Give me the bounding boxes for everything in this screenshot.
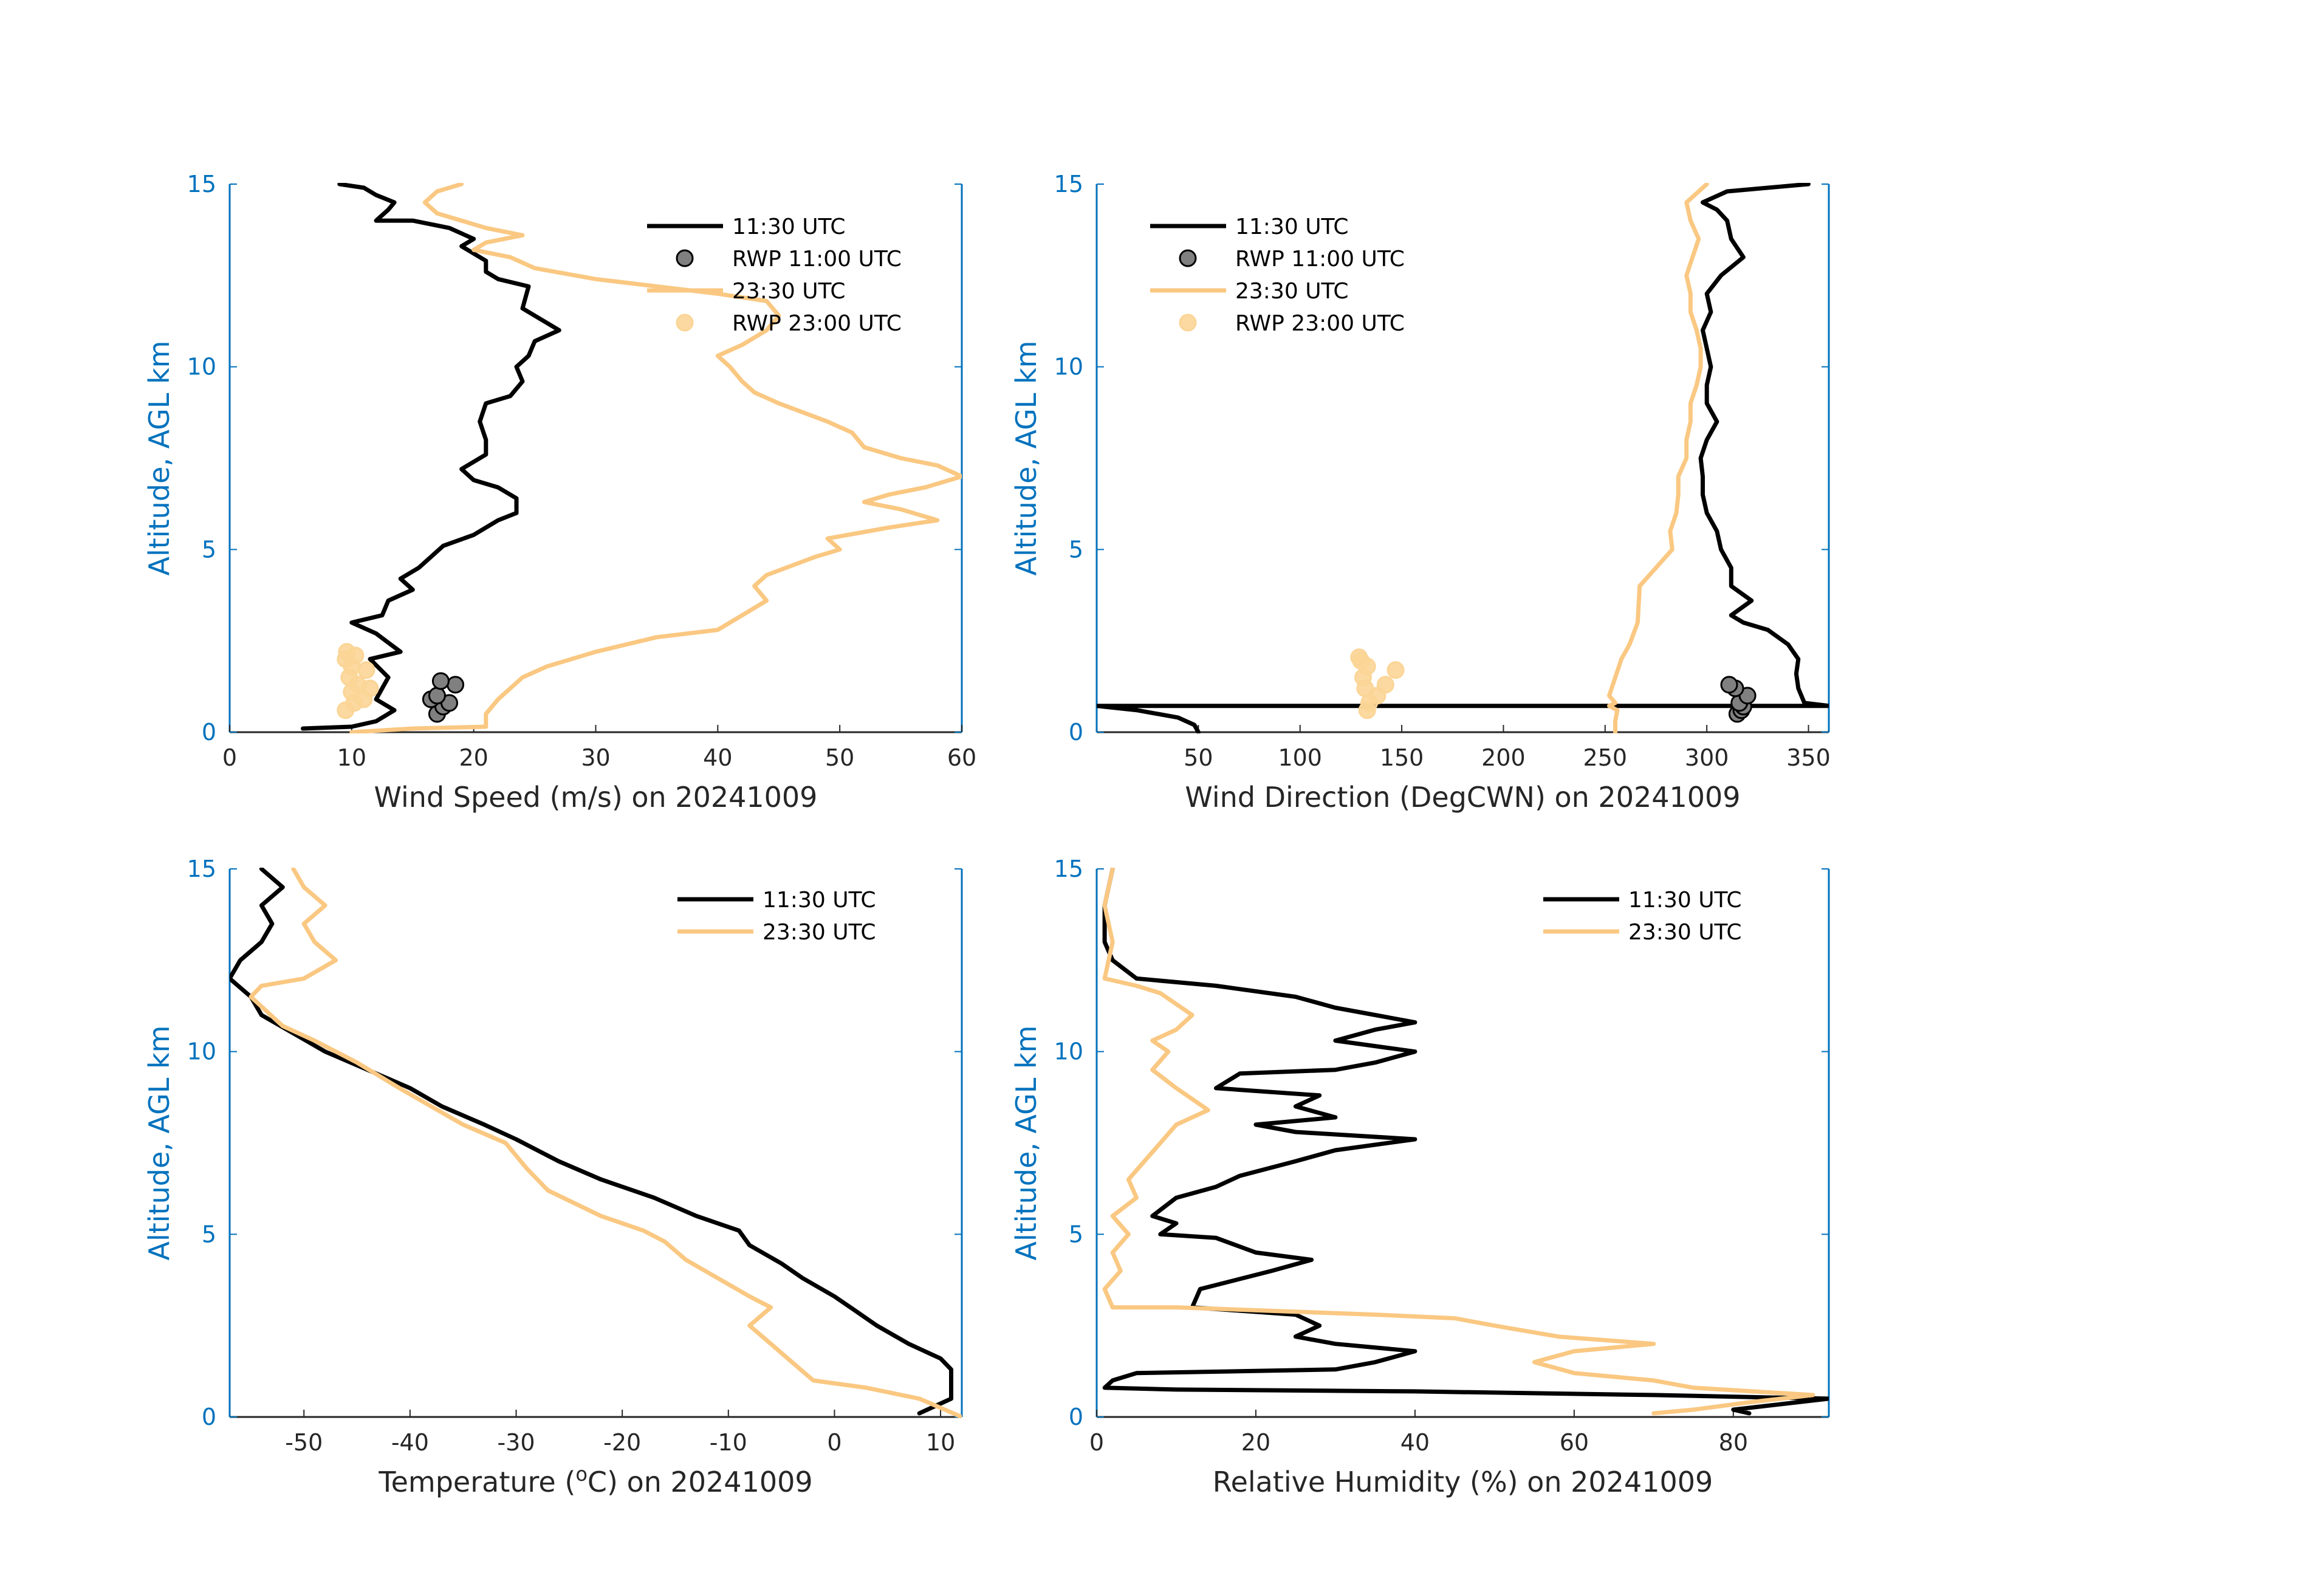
- x-tick-label: 80: [1719, 1429, 1748, 1456]
- x-tick-label: 200: [1481, 744, 1526, 771]
- x-tick-label: 60: [947, 744, 976, 771]
- series-line-11-30-utc: [1097, 183, 1829, 733]
- legend: 11:30 UTC 23:30 UTC: [1543, 888, 1742, 945]
- legend: 11:30 UTC RWP 11:00 UTC 23:30 UTC RWP 23:00…: [647, 214, 902, 336]
- x-tick-label: -10: [710, 1429, 747, 1456]
- series-line-11-30-utc: [1102, 868, 1829, 1416]
- x-tick-label: 350: [1786, 744, 1831, 771]
- y-tick-label: 5: [1069, 536, 1083, 563]
- plot-area: [1097, 183, 1829, 733]
- scatter-point-rwp-11-00-utc: [1720, 676, 1738, 694]
- y-tick-label: 15: [187, 856, 216, 882]
- x-tick-label: 50: [825, 744, 854, 771]
- y-axis-label: Altitude, AGL km: [143, 340, 176, 575]
- legend-entry: RWP 23:00 UTC: [1235, 311, 1405, 336]
- legend-swatch-marker: [676, 314, 694, 332]
- legend-swatch-marker: [1179, 249, 1197, 267]
- y-tick-label: 10: [1054, 1038, 1083, 1065]
- legend-entry: 11:30 UTC: [732, 214, 846, 239]
- y-tick-label: 0: [1069, 719, 1083, 746]
- legend-swatch-marker: [1179, 314, 1197, 332]
- y-tick-label: 5: [202, 536, 216, 563]
- panel-relative_humidity: 0 20 40 60 80 0 5 10 15 Relative Humidity (%) on …: [1010, 856, 1830, 1498]
- x-tick-label: 50: [1184, 744, 1213, 771]
- x-tick-label: -20: [603, 1429, 641, 1456]
- panel-wind_speed: 0 10 20 30 40 50 60 0 5 10 15 Wind Speed (m/s) on 2…: [143, 171, 976, 814]
- y-tick-label: 0: [202, 1404, 216, 1430]
- series-line-11-30-utc: [301, 183, 561, 731]
- series-line-23-30-utc: [1102, 868, 1815, 1416]
- x-tick-label: 40: [703, 744, 732, 771]
- legend: 11:30 UTC 23:30 UTC: [677, 888, 876, 945]
- legend-entry: 23:30 UTC: [763, 920, 876, 945]
- y-axis-label: Altitude, AGL km: [143, 1025, 176, 1260]
- x-tick-label: 60: [1560, 1429, 1589, 1456]
- series-line-23-30-utc: [249, 868, 962, 1418]
- x-axis-label: Wind Speed (m/s) on 20241009: [374, 781, 818, 814]
- y-axis-label: Altitude, AGL km: [1010, 340, 1043, 575]
- legend-entry: RWP 11:00 UTC: [732, 247, 902, 272]
- plot-area: [1102, 868, 1829, 1416]
- scatter-point-rwp-23-00-utc: [1387, 661, 1405, 679]
- legend-swatch-marker: [676, 249, 694, 267]
- y-tick-label: 5: [1069, 1221, 1083, 1247]
- panel-wind_direction: 50 100 150 200 250 300 350 0 5 10 15 Wind Direction…: [1010, 171, 1831, 814]
- panel-temperature: -50 -40 -30 -20 -10 0 10 0 5 10 15 Temperature (oC)…: [143, 856, 963, 1498]
- y-tick-label: 10: [1054, 354, 1083, 380]
- y-tick-label: 0: [202, 719, 216, 746]
- x-tick-label: 0: [827, 1429, 842, 1456]
- x-tick-label: -30: [497, 1429, 535, 1456]
- legend-entry: 11:30 UTC: [763, 888, 876, 913]
- scatter-point-rwp-23-00-utc: [1350, 648, 1368, 667]
- scatter-point-rwp-11-00-utc: [447, 676, 465, 694]
- plot-area: [301, 183, 962, 733]
- x-tick-label: 10: [926, 1429, 955, 1456]
- series-line-23-30-utc: [1607, 183, 1709, 733]
- y-tick-label: 0: [1069, 1404, 1083, 1430]
- series-line-23-30-utc: [349, 183, 962, 733]
- x-tick-label: 250: [1583, 744, 1628, 771]
- x-tick-label: 150: [1380, 744, 1424, 771]
- legend-entry: 11:30 UTC: [1628, 888, 1742, 913]
- scatter-point-rwp-23-00-utc: [1376, 676, 1394, 694]
- series-line-11-30-utc: [230, 868, 953, 1416]
- x-axis-label: Relative Humidity (%) on 20241009: [1213, 1466, 1713, 1498]
- legend-entry: 23:30 UTC: [1628, 920, 1742, 945]
- y-tick-label: 10: [187, 1038, 216, 1065]
- legend-entry: 23:30 UTC: [732, 279, 846, 304]
- x-axis-label: Temperature (oC) on 20241009: [378, 1463, 812, 1498]
- x-tick-label: 0: [222, 744, 237, 771]
- scatter-point-rwp-23-00-utc: [357, 661, 375, 679]
- legend-entry: RWP 11:00 UTC: [1235, 247, 1405, 272]
- legend: 11:30 UTC RWP 11:00 UTC 23:30 UTC RWP 23:00…: [1150, 214, 1405, 336]
- x-tick-label: -50: [285, 1429, 323, 1456]
- y-tick-label: 15: [1054, 856, 1083, 882]
- scatter-point-rwp-11-00-utc: [431, 672, 450, 690]
- x-tick-label: 0: [1089, 1429, 1104, 1456]
- y-tick-label: 5: [202, 1221, 216, 1247]
- plot-area: [230, 868, 962, 1418]
- x-tick-label: 40: [1400, 1429, 1430, 1456]
- x-tick-label: 300: [1685, 744, 1729, 771]
- x-axis-label: Wind Direction (DegCWN) on 20241009: [1185, 781, 1740, 814]
- scatter-point-rwp-23-00-utc: [338, 643, 356, 661]
- x-tick-label: -40: [391, 1429, 429, 1456]
- x-tick-label: 20: [459, 744, 488, 771]
- y-tick-label: 15: [1054, 171, 1083, 197]
- legend-entry: RWP 23:00 UTC: [732, 311, 902, 336]
- scatter-point-rwp-11-00-utc: [428, 687, 446, 705]
- x-tick-label: 20: [1241, 1429, 1270, 1456]
- x-tick-label: 100: [1278, 744, 1322, 771]
- x-tick-label: 10: [337, 744, 366, 771]
- x-tick-label: 30: [581, 744, 610, 771]
- y-axis-label: Altitude, AGL km: [1010, 1025, 1043, 1260]
- y-tick-label: 10: [187, 354, 216, 380]
- y-tick-label: 15: [187, 171, 216, 197]
- legend-entry: 23:30 UTC: [1235, 279, 1349, 304]
- legend-entry: 11:30 UTC: [1235, 214, 1349, 239]
